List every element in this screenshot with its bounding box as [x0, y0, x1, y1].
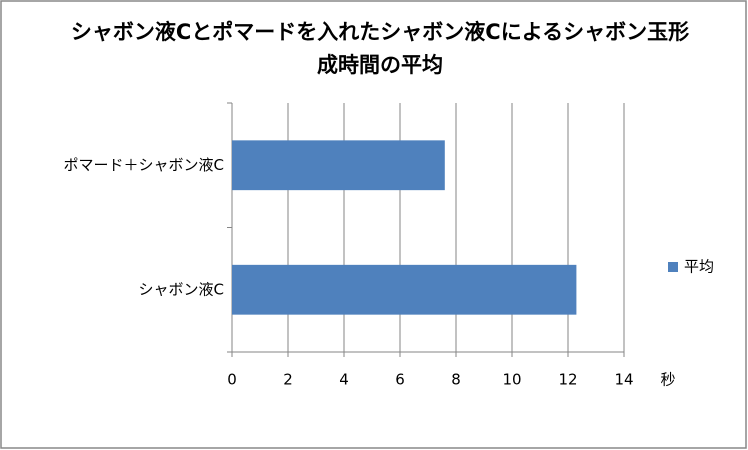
bar: [232, 140, 445, 191]
x-tick-label: 6: [395, 371, 405, 389]
x-axis-label: 秒: [660, 371, 675, 389]
x-tick-label: 10: [502, 371, 521, 389]
x-tick-label: 0: [227, 371, 237, 389]
legend-swatch: [668, 262, 678, 272]
x-tick-label: 12: [558, 371, 577, 389]
x-tick-label: 8: [451, 371, 461, 389]
x-tick-label: 2: [283, 371, 293, 389]
chart-title: シャボン液Cとポマードを入れたシャボン液Cによるシャボン玉形成時間の平均: [70, 20, 690, 77]
y-tick-label: シャボン液C: [139, 280, 224, 298]
x-tick-label: 14: [614, 371, 633, 389]
y-tick-label: ポマード＋シャボン液C: [64, 156, 224, 174]
legend-label: 平均: [684, 258, 714, 276]
x-tick-label: 4: [339, 371, 349, 389]
bar: [232, 264, 577, 315]
